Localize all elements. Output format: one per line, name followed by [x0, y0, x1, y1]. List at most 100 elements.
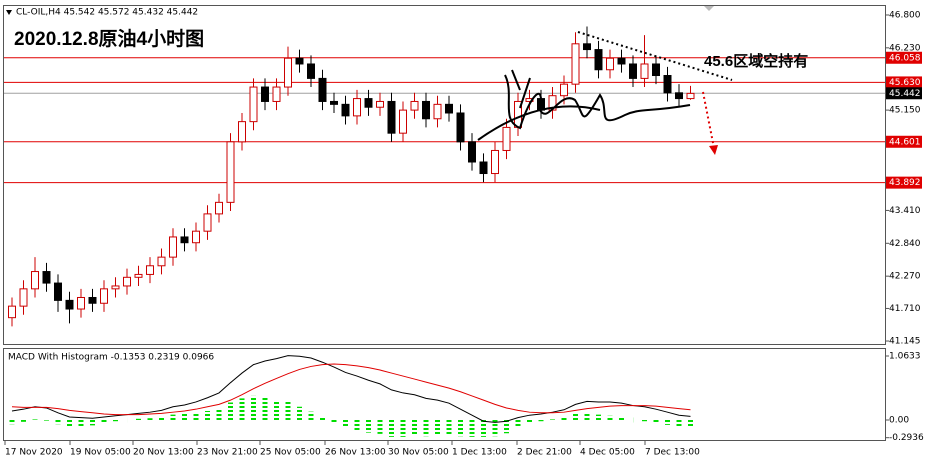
candle-body: [364, 98, 373, 108]
candle-body: [19, 288, 28, 307]
candle-body: [606, 57, 614, 71]
candle-body: [640, 63, 649, 79]
y-tick-label: -0.2936: [889, 433, 924, 443]
candle-body: [31, 271, 39, 290]
x-tick-label: 4 Dec 05:00: [580, 448, 635, 458]
level-label-bg: [886, 135, 922, 148]
chart-title: 2020.12.8原油4小时图: [14, 28, 204, 50]
price-panel: 46.800 46.230 45.150 43.410 42.840 42.270 41.7…: [4, 10, 922, 347]
level-label: 44.601: [889, 137, 921, 147]
y-tick-label: 42.270: [889, 272, 921, 282]
shift-marker: [704, 6, 714, 11]
candle-body: [307, 63, 315, 79]
candle-body: [261, 86, 269, 102]
macd-frame: [3, 348, 886, 441]
candle-body: [652, 63, 660, 77]
candle-body: [134, 273, 143, 278]
level-label-bg: [886, 176, 922, 189]
candle-body: [387, 100, 396, 134]
y-tick-label: 41.710: [889, 304, 921, 314]
candle-body: [169, 236, 177, 258]
x-tick-label: 7 Dec 13:00: [645, 448, 700, 458]
candle-body: [663, 75, 672, 94]
x-tick-label: 17 Nov 2020: [5, 448, 63, 458]
y-tick-label: 0.00: [889, 416, 909, 426]
y-tick-label: 46.230: [889, 43, 921, 53]
y-tick-label: 43.410: [889, 206, 921, 216]
candle-body: [560, 83, 568, 97]
annotation: 45.6区域空持有: [704, 52, 808, 70]
candle-body: [433, 103, 442, 120]
candle-body: [192, 230, 200, 244]
header-icon: [6, 10, 12, 15]
trend-line: [577, 31, 733, 81]
macd-line: [11, 363, 691, 416]
candle-body: [284, 57, 292, 88]
candle-body: [376, 100, 384, 108]
candle-body: [353, 98, 361, 117]
macd-panel: 1.0633 0.00 -0.2936: [9, 352, 924, 443]
candle-body: [238, 121, 246, 143]
level-label: 43.892: [889, 178, 921, 188]
candle-body: [215, 201, 223, 215]
candle-body: [571, 43, 580, 85]
arrow-head: [709, 145, 718, 155]
signature: [477, 69, 691, 141]
x-tick-label: 2 Dec 21:00: [517, 448, 572, 458]
candle-body: [445, 103, 453, 114]
candle-body: [502, 126, 511, 151]
candle-body: [100, 288, 108, 304]
candle-body: [295, 57, 304, 65]
candle-body: [330, 100, 338, 105]
level-label-bg: [886, 76, 922, 89]
candle-body: [203, 213, 212, 232]
candle-body: [249, 86, 258, 123]
current-label-bg: [886, 87, 922, 100]
x-tick-label: 19 Nov 05:00: [70, 448, 131, 458]
level-label-bg: [886, 51, 922, 64]
chart-header: CL-OIL,H4 45.542 45.572 45.432 45.442: [16, 8, 198, 18]
candle-body: [123, 276, 131, 287]
candle-body: [8, 305, 16, 319]
x-tick-label: 23 Nov 21:00: [197, 448, 258, 458]
y-tick-label: 45.150: [889, 106, 921, 116]
current-label: 45.442: [889, 89, 921, 99]
main-frame: [3, 5, 886, 345]
candle-body: [42, 271, 51, 284]
y-tick-label: 42.840: [889, 239, 921, 249]
candle-body: [617, 57, 626, 65]
x-tick-label: 30 Nov 05:00: [388, 448, 449, 458]
candle-body: [157, 256, 166, 267]
x-tick-label: 26 Nov 13:00: [325, 448, 386, 458]
candle-body: [341, 103, 350, 117]
candle-body: [675, 92, 683, 100]
candle-body: [456, 112, 465, 143]
level-label: 46.058: [889, 53, 921, 63]
candle-body: [479, 161, 488, 175]
candle-body: [111, 285, 120, 290]
candle-body: [180, 236, 189, 244]
candle-body: [410, 100, 419, 111]
macd-label: MACD With Histogram -0.1353 0.2319 0.096…: [8, 353, 214, 363]
candle-body: [594, 49, 603, 71]
candle-body: [686, 92, 695, 100]
candle-body: [399, 109, 407, 134]
candle-body: [491, 149, 499, 175]
candle-body: [65, 299, 74, 310]
candle-body: [629, 63, 637, 79]
candle-body: [318, 77, 327, 102]
x-tick-label: 25 Nov 05:00: [260, 448, 321, 458]
candle-body: [272, 86, 281, 102]
y-tick-label: 46.800: [889, 10, 921, 20]
candle-body: [88, 296, 97, 304]
level-label: 45.630: [889, 78, 921, 88]
candle-body: [146, 265, 154, 275]
down-arrow: [702, 91, 715, 149]
candle-body: [583, 43, 591, 51]
candle-body: [54, 282, 62, 301]
y-tick-label: 1.0633: [889, 352, 921, 362]
candle-body: [77, 296, 85, 310]
candle-body: [422, 100, 430, 120]
candle-body: [468, 141, 476, 163]
